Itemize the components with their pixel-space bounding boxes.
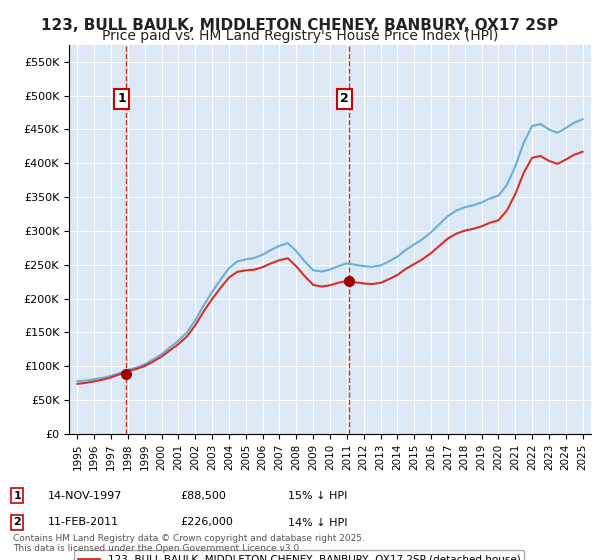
Text: 15% ↓ HPI: 15% ↓ HPI	[288, 491, 347, 501]
Text: 14% ↓ HPI: 14% ↓ HPI	[288, 517, 347, 528]
Legend: 123, BULL BAULK, MIDDLETON CHENEY, BANBURY, OX17 2SP (detached house), HPI: Aver: 123, BULL BAULK, MIDDLETON CHENEY, BANBU…	[74, 550, 524, 560]
Text: 11-FEB-2011: 11-FEB-2011	[48, 517, 119, 528]
Text: £88,500: £88,500	[180, 491, 226, 501]
Text: Contains HM Land Registry data © Crown copyright and database right 2025.
This d: Contains HM Land Registry data © Crown c…	[13, 534, 365, 553]
Text: 14-NOV-1997: 14-NOV-1997	[48, 491, 122, 501]
Text: 123, BULL BAULK, MIDDLETON CHENEY, BANBURY, OX17 2SP: 123, BULL BAULK, MIDDLETON CHENEY, BANBU…	[41, 18, 559, 33]
Text: 2: 2	[13, 517, 21, 528]
Text: 1: 1	[13, 491, 21, 501]
Text: 2: 2	[340, 92, 349, 105]
Text: Price paid vs. HM Land Registry's House Price Index (HPI): Price paid vs. HM Land Registry's House …	[102, 29, 498, 43]
Text: 1: 1	[117, 92, 126, 105]
Text: £226,000: £226,000	[180, 517, 233, 528]
